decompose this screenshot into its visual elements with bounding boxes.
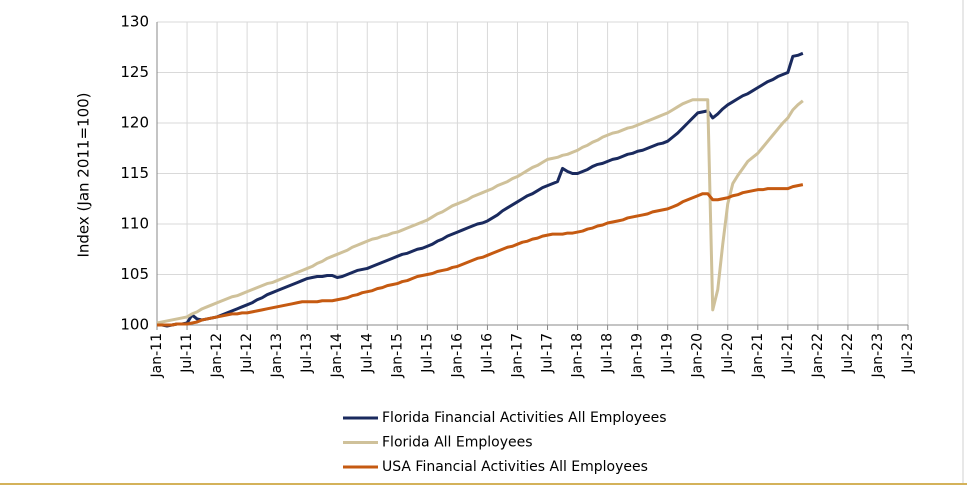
x-tick-label: Jan-22 (810, 333, 826, 378)
x-tick-label: Jul-17 (540, 333, 556, 374)
x-tick-label: Jul-23 (900, 333, 916, 374)
x-tick-label: Jul-11 (179, 333, 195, 374)
x-tick-label: Jul-18 (600, 333, 616, 374)
x-tick-label: Jan-14 (329, 333, 345, 379)
x-tick-label: Jan-16 (449, 333, 465, 379)
y-tick-label: 110 (120, 215, 149, 233)
x-tick-label: Jan-17 (509, 333, 525, 378)
series-line (157, 183, 804, 327)
x-tick-label: Jan-20 (690, 333, 706, 378)
x-tick-label: Jul-15 (419, 333, 435, 374)
x-tick-label: Jan-15 (389, 333, 405, 378)
x-tick-label: Jan-23 (870, 333, 886, 378)
x-tick-label: Jul-19 (660, 333, 676, 374)
y-tick-label: 100 (120, 316, 149, 334)
x-tick-label: Jul-16 (479, 333, 495, 374)
series-line (157, 51, 804, 328)
x-tick-label: Jul-20 (720, 333, 736, 374)
legend-label: USA Financial Activities All Employees (382, 459, 648, 475)
x-tick-label: Jul-13 (299, 333, 315, 374)
y-tick-label: 125 (120, 63, 149, 81)
x-tick-label: Jul-14 (359, 333, 375, 374)
y-tick-label: 130 (120, 13, 149, 31)
x-tick-label: Jan-12 (209, 333, 225, 378)
x-tick-label: Jan-13 (269, 333, 285, 378)
legend-label: Florida Financial Activities All Employe… (382, 410, 667, 426)
y-tick-label: 115 (120, 164, 149, 182)
y-tick-label: 120 (120, 114, 149, 132)
y-tick-label: 105 (120, 265, 149, 283)
x-tick-label: Jan-21 (750, 333, 766, 378)
x-tick-label: Jul-21 (780, 333, 796, 374)
x-tick-label: Jan-11 (149, 333, 165, 378)
series-line (156, 98, 804, 325)
x-tick-label: Jul-12 (239, 333, 255, 374)
legend-label: Florida All Employees (382, 435, 533, 451)
x-tick-label: Jul-22 (840, 333, 856, 374)
x-tick-label: Jan-18 (570, 333, 586, 378)
x-tick-label: Jan-19 (630, 333, 646, 378)
y-axis-title: Index (Jan 2011=100) (75, 92, 93, 257)
